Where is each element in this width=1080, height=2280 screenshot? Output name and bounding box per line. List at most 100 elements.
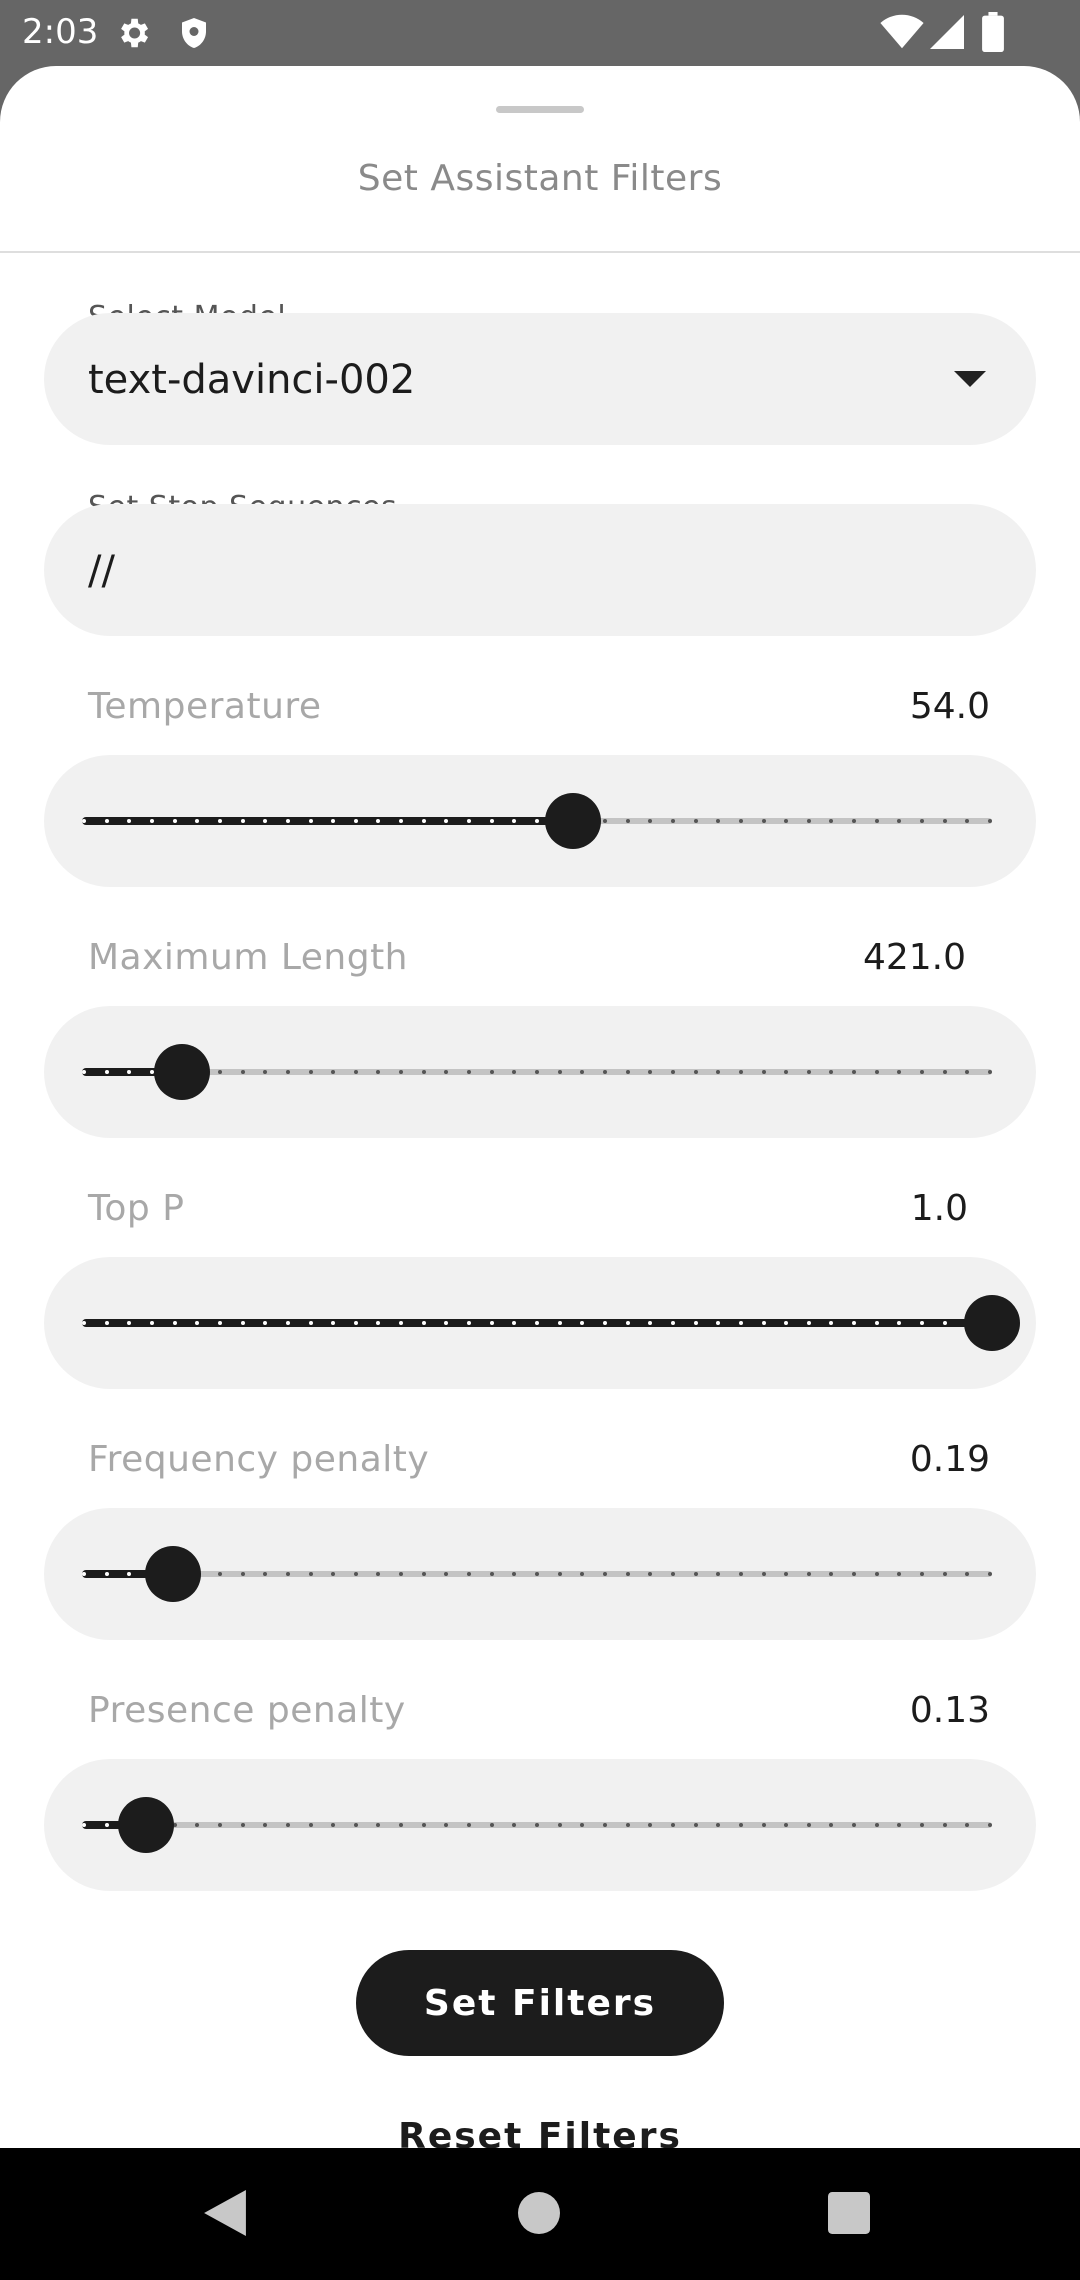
recents-icon[interactable] xyxy=(828,2192,870,2234)
slider-tick xyxy=(490,1572,494,1576)
slider-tick xyxy=(784,1572,788,1576)
slider-tick xyxy=(127,819,131,823)
temperature-label: Temperature xyxy=(88,686,322,727)
slider-tick xyxy=(920,1321,924,1325)
slider-tick xyxy=(241,819,245,823)
maximum-length-value: 421.0 xyxy=(862,937,966,978)
slider-tick xyxy=(988,819,992,823)
slider-tick xyxy=(490,1823,494,1827)
drag-handle[interactable] xyxy=(496,106,584,113)
slider-tick xyxy=(467,1070,471,1074)
slider-tick xyxy=(626,1823,630,1827)
slider-thumb[interactable] xyxy=(545,793,601,849)
slider-tick xyxy=(376,1321,380,1325)
slider-thumb[interactable] xyxy=(964,1295,1020,1351)
slider-tick xyxy=(943,1572,947,1576)
set-filters-button[interactable]: Set Filters xyxy=(356,1950,724,2056)
slider-tick xyxy=(829,1823,833,1827)
slider-tick xyxy=(603,819,607,823)
slider-tick xyxy=(82,1572,86,1576)
slider-tick xyxy=(490,1070,494,1074)
slider-tick xyxy=(331,1823,335,1827)
home-icon[interactable] xyxy=(518,2192,560,2234)
frequency-penalty-value: 0.19 xyxy=(909,1439,990,1480)
slider-tick xyxy=(399,1070,403,1074)
slider-tick xyxy=(354,1572,358,1576)
slider-tick xyxy=(309,1321,313,1325)
slider-tick xyxy=(648,1321,652,1325)
slider-tick xyxy=(829,1321,833,1325)
slider-tick xyxy=(829,819,833,823)
slider-tick xyxy=(739,819,743,823)
slider-tick xyxy=(603,1823,607,1827)
top-p-slider[interactable] xyxy=(44,1257,1036,1389)
slider-tick xyxy=(241,1321,245,1325)
slider-tick xyxy=(331,1572,335,1576)
slider-tick xyxy=(218,1572,222,1576)
back-icon[interactable] xyxy=(204,2190,246,2236)
slider-tick xyxy=(490,1321,494,1325)
wifi-icon xyxy=(880,14,924,49)
slider-tick xyxy=(920,1572,924,1576)
slider-tick xyxy=(716,1321,720,1325)
slider-thumb[interactable] xyxy=(145,1546,201,1602)
frequency-penalty-slider[interactable] xyxy=(44,1508,1036,1640)
slider-thumb[interactable] xyxy=(154,1044,210,1100)
slider-tick xyxy=(784,819,788,823)
slider-tick xyxy=(988,1070,992,1074)
slider-tick xyxy=(920,1823,924,1827)
slider-tick xyxy=(218,819,222,823)
slider-tick xyxy=(490,819,494,823)
slider-tick xyxy=(82,1321,86,1325)
slider-tick xyxy=(603,1321,607,1325)
slider-tick xyxy=(512,1070,516,1074)
slider-tick xyxy=(422,1070,426,1074)
slider-tick xyxy=(399,819,403,823)
maximum-length-slider[interactable] xyxy=(44,1006,1036,1138)
slider-tick xyxy=(784,1070,788,1074)
slider-tick xyxy=(965,1572,969,1576)
slider-tick xyxy=(875,1823,879,1827)
presence-penalty-slider[interactable] xyxy=(44,1759,1036,1891)
slider-tick xyxy=(739,1321,743,1325)
slider-tick xyxy=(241,1823,245,1827)
slider-tick xyxy=(422,1823,426,1827)
slider-tick xyxy=(150,819,154,823)
slider-tick xyxy=(354,1321,358,1325)
reset-filters-button[interactable]: Reset Filters xyxy=(398,2116,682,2148)
slider-tick xyxy=(626,819,630,823)
slider-tick xyxy=(807,1321,811,1325)
sheet-title: Set Assistant Filters xyxy=(357,158,723,199)
slider-tick xyxy=(286,1070,290,1074)
slider-tick xyxy=(444,1321,448,1325)
slider-tick xyxy=(467,1321,471,1325)
slider-tick xyxy=(852,819,856,823)
slider-tick xyxy=(173,819,177,823)
slider-tick xyxy=(784,1823,788,1827)
slider-tick xyxy=(331,1070,335,1074)
slider-tick xyxy=(309,1070,313,1074)
slider-tick xyxy=(875,1070,879,1074)
slider-tick xyxy=(512,1321,516,1325)
model-dropdown[interactable]: text-davinci-002 xyxy=(44,313,1036,445)
slider-tick xyxy=(762,1070,766,1074)
slider-tick xyxy=(150,1321,154,1325)
slider-tick xyxy=(897,1070,901,1074)
slider-tick xyxy=(286,1321,290,1325)
slider-tick xyxy=(716,1070,720,1074)
stop-sequences-input[interactable]: // xyxy=(44,504,1036,636)
slider-tick xyxy=(354,1070,358,1074)
slider-tick xyxy=(263,1823,267,1827)
slider-tick xyxy=(897,1321,901,1325)
slider-tick xyxy=(422,1321,426,1325)
temperature-slider[interactable] xyxy=(44,755,1036,887)
slider-tick xyxy=(376,819,380,823)
shield-icon xyxy=(182,18,206,48)
slider-active-track xyxy=(82,1068,182,1076)
slider-tick xyxy=(331,1321,335,1325)
slider-thumb[interactable] xyxy=(118,1797,174,1853)
slider-tick xyxy=(105,1070,109,1074)
slider-tick xyxy=(671,1572,675,1576)
slider-tick xyxy=(739,1070,743,1074)
slider-tick xyxy=(309,819,313,823)
